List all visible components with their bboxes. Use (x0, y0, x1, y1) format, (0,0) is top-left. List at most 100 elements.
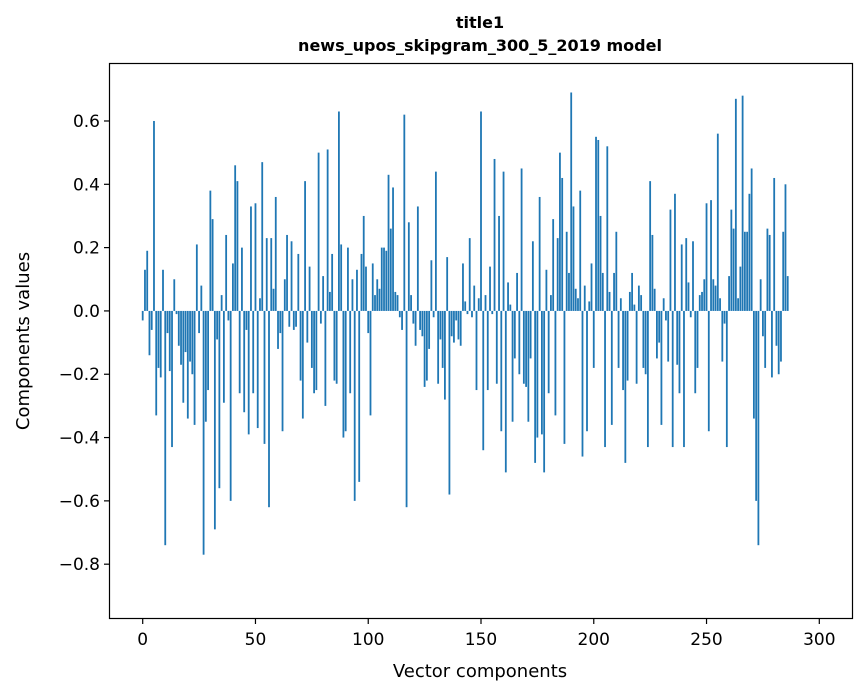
bar (642, 310, 645, 368)
bar (398, 310, 401, 318)
bar (626, 310, 629, 381)
y-tick-label: 0.6 (73, 112, 100, 132)
bar (527, 310, 530, 422)
bar (556, 238, 559, 311)
bar (619, 298, 622, 311)
bar (365, 266, 367, 311)
bar (640, 295, 643, 311)
bar (155, 310, 158, 416)
bar (448, 310, 451, 495)
bar (428, 310, 431, 349)
bar (545, 269, 548, 311)
y-tick-label: 0.4 (73, 175, 100, 195)
bar (353, 310, 356, 501)
bar (701, 291, 703, 311)
bar (171, 310, 173, 448)
bar (281, 310, 284, 432)
y-tick-label: 0.0 (73, 302, 100, 322)
bar (455, 310, 458, 321)
bar (710, 200, 712, 311)
bar (261, 162, 264, 311)
bar (531, 241, 534, 311)
bar (220, 295, 223, 311)
bar (577, 298, 579, 311)
y-axis-ticks: −0.8 −0.6 −0.4 −0.2 0.0 0.2 0.4 0.6 (59, 112, 110, 575)
bar (367, 310, 370, 334)
bar (615, 231, 618, 311)
bar (297, 253, 300, 311)
bar (146, 250, 149, 311)
bar (538, 196, 541, 311)
bar (238, 310, 241, 394)
bar (698, 295, 701, 311)
bar (414, 310, 417, 346)
bar (270, 238, 273, 311)
bar (304, 181, 306, 311)
bar (259, 298, 261, 311)
bar (153, 120, 155, 311)
bar (374, 295, 376, 311)
bar (186, 310, 189, 419)
bar (471, 310, 473, 318)
bar (263, 310, 266, 444)
bars-group (141, 92, 789, 555)
bar (658, 310, 661, 343)
bar (741, 95, 744, 311)
bar (491, 310, 494, 315)
bar (683, 310, 685, 448)
bar (712, 279, 715, 311)
bar (412, 310, 415, 324)
bar (265, 238, 268, 311)
bar (462, 263, 464, 311)
bar (590, 263, 593, 311)
x-tick-label: 0 (137, 630, 148, 650)
bar (637, 285, 640, 311)
bar (446, 257, 449, 311)
bar (588, 301, 591, 311)
bar (509, 304, 512, 311)
bar (292, 310, 295, 330)
bar (786, 276, 789, 311)
bar (245, 310, 248, 330)
bar (450, 310, 453, 337)
bar (486, 310, 489, 391)
bar (441, 310, 444, 368)
bar (166, 310, 169, 334)
bar (725, 310, 728, 448)
bar (746, 231, 749, 311)
bar (392, 187, 394, 311)
bar (222, 310, 225, 403)
bar (216, 310, 219, 340)
bar (362, 215, 365, 311)
bar (157, 310, 160, 368)
bar (624, 310, 627, 463)
bar (207, 310, 209, 391)
bar (464, 301, 467, 311)
bar (389, 228, 392, 311)
bar (685, 238, 688, 311)
bar (671, 310, 674, 448)
bar (150, 310, 153, 330)
bar (175, 310, 178, 315)
bar (360, 253, 363, 311)
bar (193, 310, 196, 425)
bar (468, 238, 471, 311)
bar (739, 266, 742, 311)
bar (383, 247, 385, 311)
bar (525, 310, 527, 387)
bar (547, 310, 550, 394)
bar (529, 310, 532, 359)
bar (407, 222, 410, 311)
bar (385, 250, 388, 311)
bar (518, 310, 521, 375)
bar (707, 310, 710, 432)
bar (606, 146, 609, 311)
bar (766, 228, 769, 311)
bar (734, 98, 737, 311)
bar (768, 234, 771, 311)
bar (254, 203, 257, 311)
bar (498, 215, 500, 311)
bar (252, 310, 255, 394)
